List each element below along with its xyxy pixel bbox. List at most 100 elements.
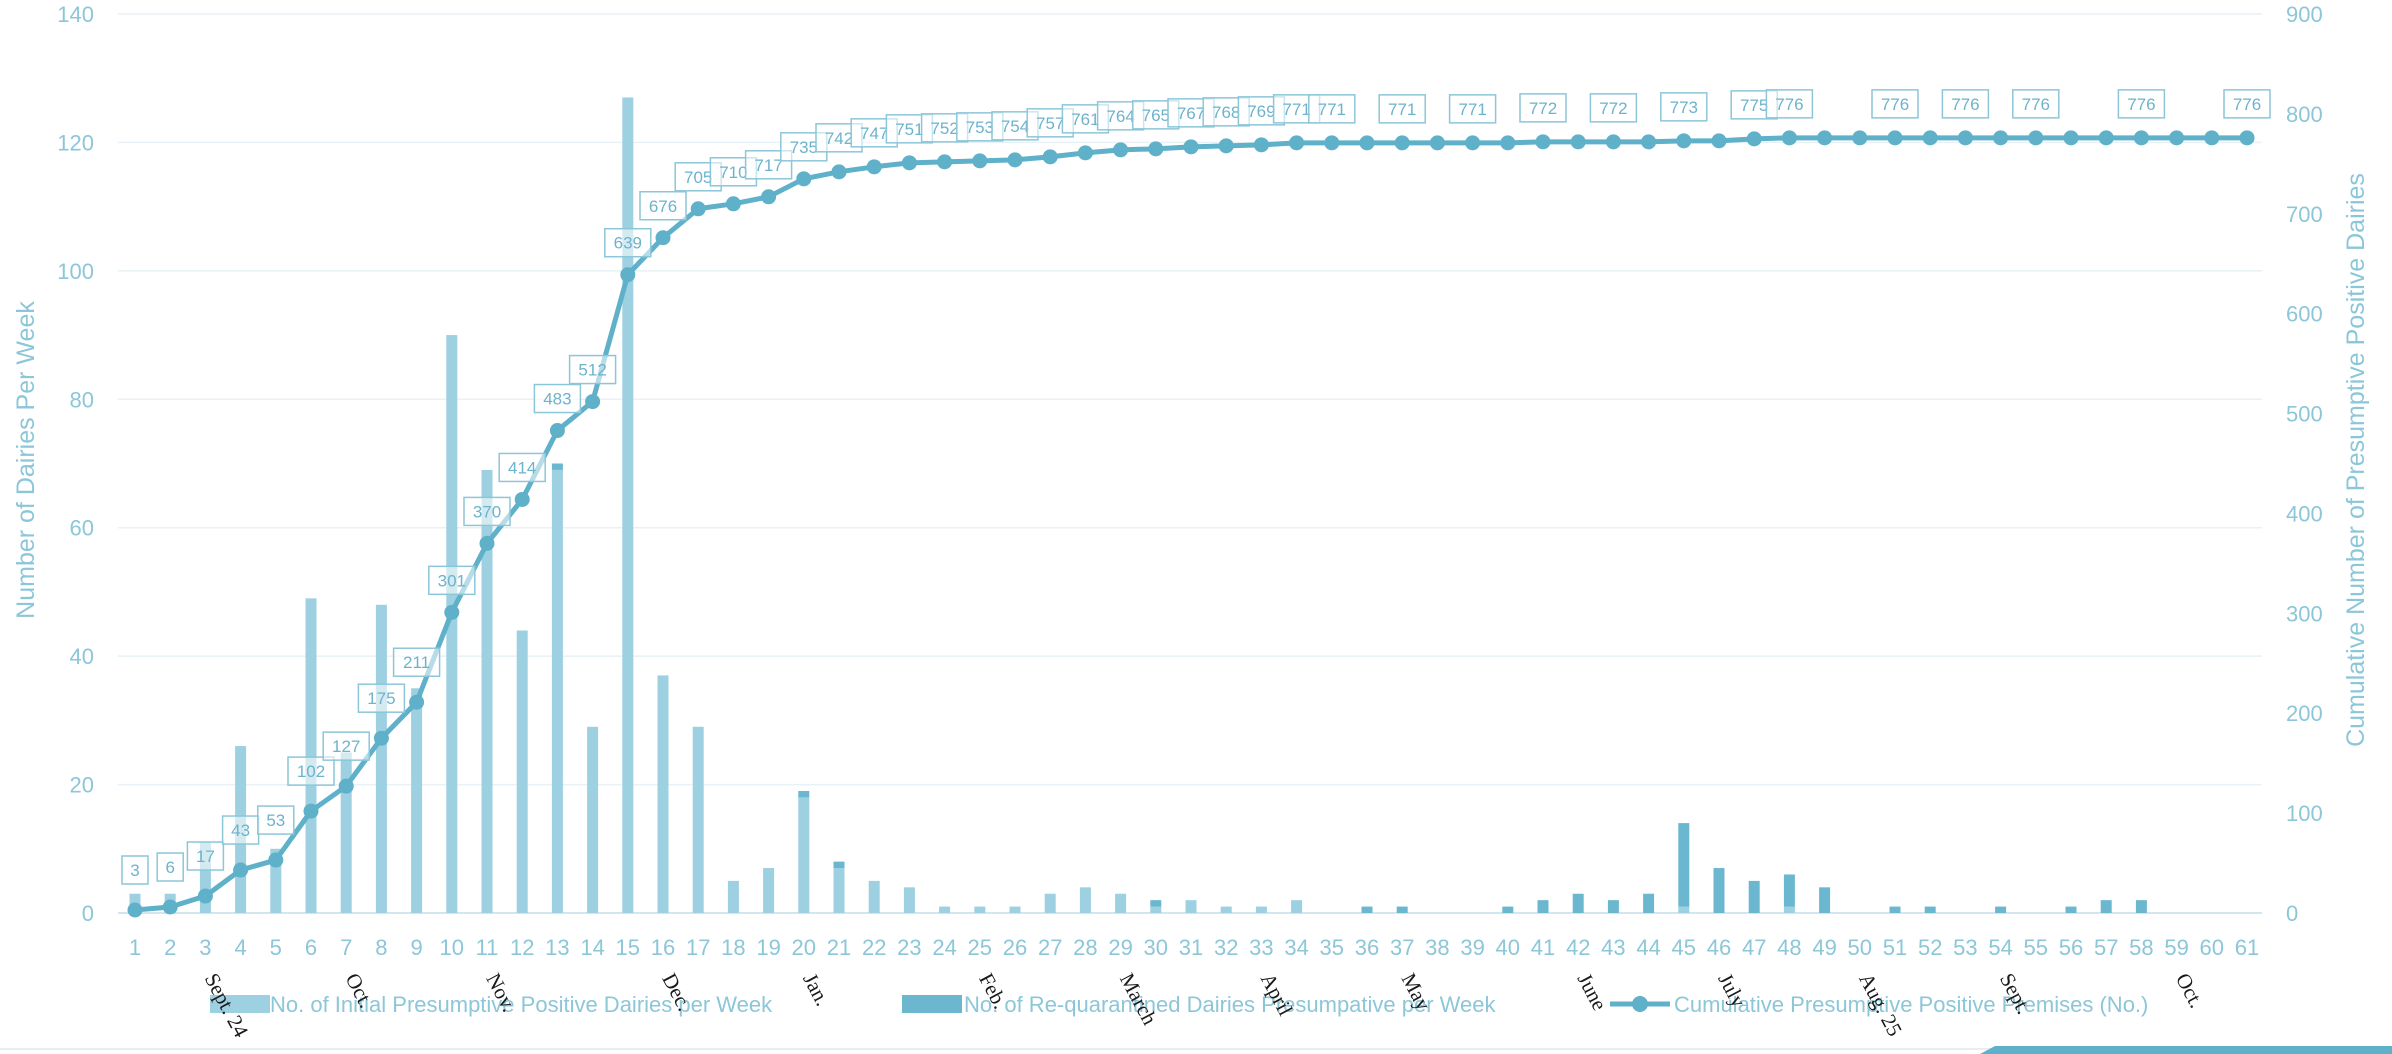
data-label: 772 (1599, 99, 1627, 118)
data-label-box (2117, 89, 2166, 119)
bar-initial (516, 630, 528, 913)
x-tick-label: 13 (545, 935, 569, 960)
cumulative-point (162, 899, 178, 915)
cumulative-point (1359, 135, 1375, 151)
bar-initial (551, 469, 563, 913)
x-tick-label: 3 (199, 935, 211, 960)
data-label-box (1589, 93, 1638, 123)
x-tick-label: 38 (1425, 935, 1449, 960)
corner-accent (1980, 1046, 2392, 1054)
bar-requarantined (1396, 906, 1408, 913)
x-tick-label: 48 (1777, 935, 1801, 960)
data-label: 765 (1142, 106, 1170, 125)
cumulative-point (2204, 130, 2220, 146)
bar-requarantined (551, 463, 563, 470)
cumulative-point (1676, 133, 1692, 149)
data-label-box (121, 855, 149, 885)
bar-initial (903, 887, 915, 913)
left-tick-label: 20 (70, 773, 94, 798)
x-tick-label: 56 (2059, 935, 2083, 960)
bar-requarantined (1150, 900, 1162, 907)
bar-initial (1291, 900, 1303, 913)
bar-requarantined (798, 790, 810, 798)
data-label: 301 (438, 571, 466, 590)
x-tick-label: 44 (1636, 935, 1660, 960)
bar-initial (622, 97, 634, 913)
data-label: 710 (719, 163, 747, 182)
cumulative-point (1641, 134, 1657, 150)
data-label-box (1871, 89, 1919, 119)
x-tick-label: 19 (756, 935, 780, 960)
cumulative-point (1253, 137, 1269, 153)
month-label: Oct. (2171, 969, 2209, 1012)
data-label: 53 (266, 811, 285, 830)
cumulative-point (690, 201, 706, 217)
data-label-box (1378, 94, 1426, 124)
data-label: 102 (297, 762, 325, 781)
month-label: Jan. (798, 969, 835, 1010)
x-tick-label: 7 (340, 935, 352, 960)
x-tick-label: 20 (792, 935, 816, 960)
x-tick-label: 24 (932, 935, 956, 960)
x-tick-label: 22 (862, 935, 886, 960)
bar-initial (939, 906, 951, 913)
data-label: 483 (543, 390, 571, 409)
data-label-box (1660, 92, 1708, 122)
cumulative-point (338, 778, 354, 794)
legend-label-initial: No. of Initial Presumptive Positive Dair… (270, 992, 773, 1017)
data-label-box (533, 383, 582, 414)
bar-initial (1044, 893, 1056, 913)
left-axis-title: Number of Dairies Per Week (12, 301, 40, 619)
data-label-box (428, 565, 476, 596)
data-label: 175 (367, 689, 395, 708)
data-label-box (2223, 89, 2271, 119)
x-tick-label: 58 (2129, 935, 2153, 960)
x-tick-label: 6 (305, 935, 317, 960)
cumulative-point (761, 189, 777, 205)
cumulative-point (1148, 141, 1164, 157)
cumulative-point (409, 694, 425, 710)
x-tick-label: 27 (1038, 935, 1062, 960)
bar-requarantined (2065, 906, 2077, 913)
bar-requarantined (1819, 887, 1831, 913)
data-label: 761 (1071, 110, 1099, 129)
data-label: 772 (1529, 99, 1557, 118)
bar-initial (587, 726, 599, 913)
x-tick-label: 23 (897, 935, 921, 960)
x-tick-label: 46 (1707, 935, 1731, 960)
right-axis-title: Cumulative Number of Presumptive Positiv… (2342, 173, 2370, 747)
cumulative-point (1922, 130, 1938, 146)
x-tick-label: 43 (1601, 935, 1625, 960)
x-tick-label: 16 (651, 935, 675, 960)
data-label: 753 (966, 118, 994, 137)
cumulative-point (479, 535, 495, 551)
data-label-box (463, 496, 511, 527)
cumulative-point (1077, 145, 1093, 161)
x-tick-label: 34 (1284, 935, 1308, 960)
data-label-box (186, 841, 225, 871)
data-label: 6 (165, 858, 174, 877)
cumulative-point (620, 267, 636, 283)
data-label: 43 (231, 821, 250, 840)
data-label-box (568, 354, 617, 385)
cumulative-point (901, 155, 917, 171)
x-tick-label: 59 (2164, 935, 2188, 960)
cumulative-point (1218, 138, 1234, 154)
line-series (127, 130, 2255, 918)
data-label: 705 (684, 168, 712, 187)
cumulative-point (1007, 152, 1023, 168)
legend-label-cumulative: Cumulative Presumptive Positive Premises… (1674, 992, 2148, 1017)
x-tick-label: 25 (968, 935, 992, 960)
bar-initial (411, 688, 423, 913)
right-axis-ticks: 0 100 200 300 400 500 600 700 800 900 (2286, 2, 2323, 926)
bar-initial (1079, 887, 1091, 913)
x-tick-label: 32 (1214, 935, 1238, 960)
x-tick-label: 54 (1988, 935, 2012, 960)
right-tick-label: 900 (2286, 2, 2323, 27)
data-label-box (604, 227, 652, 258)
x-tick-label: 17 (686, 935, 710, 960)
bar-initial (1220, 906, 1232, 913)
data-label: 771 (1282, 100, 1310, 119)
bar-initial (763, 868, 775, 913)
bar-requarantined (1713, 868, 1725, 913)
